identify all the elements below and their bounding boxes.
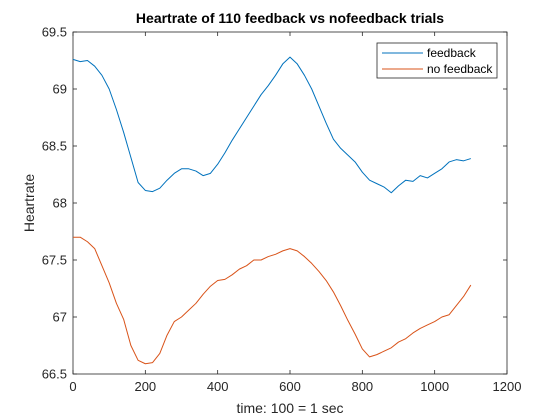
y-tick-label: 68.5 <box>42 139 67 154</box>
x-tick-label: 400 <box>207 379 229 394</box>
y-axis-ticks: 66.5 67 67.5 68 68.5 69 69.5 <box>42 25 507 382</box>
legend-box <box>376 42 498 79</box>
x-axis-label: time: 100 = 1 sec <box>236 400 343 416</box>
x-tick-label: 0 <box>69 379 76 394</box>
series-line-feedback <box>72 56 471 194</box>
x-tick-label: 800 <box>351 379 373 394</box>
y-tick-label: 69 <box>53 82 67 97</box>
y-tick-label: 67.5 <box>42 253 67 268</box>
y-tick-label: 67 <box>53 310 67 325</box>
y-axis-label: Heartrate <box>21 174 37 233</box>
plot-area <box>72 31 508 375</box>
x-tick-label: 1200 <box>493 379 522 394</box>
legend-label-feedback: feedback <box>427 46 477 60</box>
y-tick-label: 69.5 <box>42 25 67 40</box>
legend-label-no-feedback: no feedback <box>427 62 493 76</box>
x-tick-label: 1000 <box>420 379 449 394</box>
y-tick-label: 66.5 <box>42 367 67 382</box>
series-lines <box>72 56 472 365</box>
legend: feedback no feedback <box>376 42 498 79</box>
series-line-no-feedback <box>73 236 472 365</box>
chart-title: Heartrate of 110 feedback vs nofeedback … <box>136 10 444 26</box>
y-tick-label: 68 <box>53 196 67 211</box>
x-tick-label: 600 <box>279 379 301 394</box>
x-axis-ticks: 0 200 400 600 800 1000 1200 <box>69 32 521 394</box>
x-tick-label: 200 <box>134 379 156 394</box>
